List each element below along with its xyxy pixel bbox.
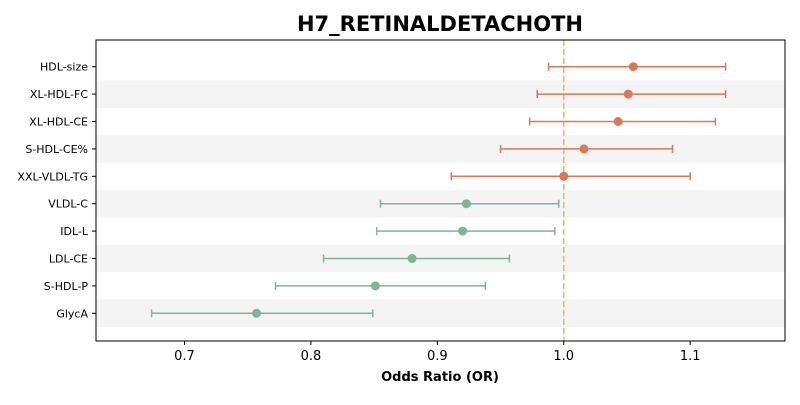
y-tick-label: VLDL-C [48, 198, 88, 211]
plot-frame [95, 39, 786, 342]
y-tick-label: GlycA [56, 307, 88, 320]
y-tick-label: XL-HDL-CE [29, 116, 88, 129]
y-tick-label: S-HDL-CE% [25, 143, 88, 156]
or-point [613, 117, 623, 126]
or-point [252, 308, 262, 318]
x-tick-label: 0.9 [427, 349, 448, 364]
or-point [628, 62, 638, 72]
x-tick-label: 0.7 [174, 349, 195, 364]
x-tick-label: 1.0 [553, 349, 574, 364]
or-point [623, 89, 633, 99]
y-axis-labels: HDL-size XL-HDL-FC XL-HDL-CE S-HDL-CE% XXL-V… [17, 61, 96, 320]
or-point [559, 171, 569, 181]
or-point [461, 199, 471, 209]
y-tick-label: IDL-L [60, 225, 89, 238]
marks-layer [150, 62, 727, 318]
chart-title: H7_RETINALDETACHOTH [297, 12, 583, 36]
y-tick-label: LDL-CE [49, 253, 88, 266]
y-tick-label: HDL-size [40, 61, 88, 74]
row-shade [96, 135, 785, 163]
x-axis: 0.7 0.8 0.9 1.0 1.1 [174, 341, 701, 364]
x-axis-label: Odds Ratio (OR) [381, 370, 499, 385]
x-tick-label: 0.8 [301, 349, 322, 364]
y-tick-label: XXL-VLDL-TG [17, 170, 88, 183]
x-tick-label: 1.1 [680, 349, 701, 364]
or-point [407, 254, 417, 263]
or-point [370, 281, 380, 291]
y-tick-label: S-HDL-P [44, 280, 89, 293]
or-point [579, 144, 589, 154]
or-point [458, 226, 468, 236]
y-tick-label: XL-HDL-FC [30, 88, 88, 101]
